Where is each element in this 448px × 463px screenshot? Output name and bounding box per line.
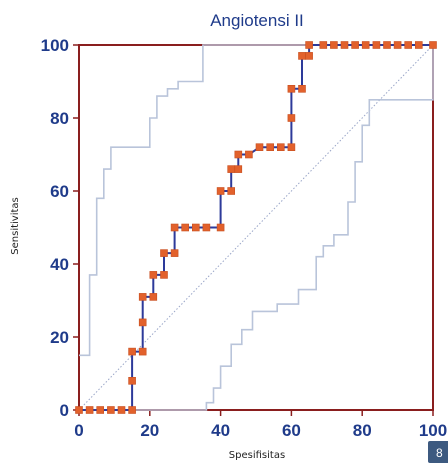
x-tick-label: 40	[211, 421, 230, 440]
roc-point-marker	[192, 223, 200, 232]
diagonal-reference-line	[78, 44, 434, 411]
roc-point-marker	[305, 52, 313, 60]
roc-point-marker	[276, 143, 285, 151]
roc-point-marker	[298, 85, 306, 93]
x-tick-label: 100	[419, 421, 447, 440]
roc-point-marker	[160, 271, 168, 279]
roc-point-marker	[245, 150, 253, 159]
roc-point-marker	[181, 223, 189, 232]
chart-title: Angiotensi II	[210, 11, 304, 30]
roc-point-marker	[330, 41, 338, 49]
x-tick-label: 20	[140, 421, 159, 440]
plot-area: 0 20 40 60 80 100 0 20 40 60 80 100	[41, 36, 448, 440]
roc-point-marker	[216, 187, 225, 195]
y-tick-label: 100	[41, 36, 69, 55]
roc-point-marker	[372, 41, 381, 49]
roc-point-marker	[404, 41, 413, 49]
x-axis-label: Spesifisitas	[229, 450, 285, 461]
roc-point-marker	[128, 347, 136, 356]
x-tick-label: 0	[74, 421, 83, 440]
page-badge-box	[428, 441, 448, 463]
roc-point-marker	[383, 41, 391, 49]
roc-point-marker	[170, 249, 179, 257]
roc-point-marker	[216, 223, 225, 232]
roc-point-marker	[287, 85, 296, 93]
roc-point-marker	[414, 41, 423, 49]
roc-point-marker	[128, 406, 136, 414]
roc-point-marker	[393, 41, 402, 49]
roc-point-marker	[107, 406, 115, 414]
roc-point-marker	[319, 41, 328, 49]
roc-point-marker	[149, 271, 158, 279]
confidence-upper-line	[79, 44, 433, 357]
y-tick-label: 20	[50, 328, 69, 347]
roc-point-marker	[170, 223, 179, 232]
page-badge: 8	[428, 441, 448, 463]
roc-point-marker	[287, 143, 296, 151]
roc-point-marker	[75, 406, 83, 414]
roc-point-marker	[234, 150, 243, 159]
roc-point-marker	[85, 406, 94, 414]
roc-point-marker	[149, 293, 158, 301]
roc-point-marker	[255, 143, 264, 151]
roc-point-marker	[96, 406, 104, 414]
page-badge-number: 8	[436, 446, 443, 460]
roc-point-marker	[128, 376, 136, 385]
confidence-lower-line	[79, 45, 434, 411]
roc-point-marker	[138, 293, 147, 301]
roc-point-marker	[117, 406, 126, 414]
roc-point-marker	[202, 223, 211, 232]
roc-point-marker	[340, 41, 349, 49]
roc-point-marker	[227, 187, 235, 195]
roc-point-marker	[227, 165, 235, 173]
x-tick-label: 60	[282, 421, 301, 440]
y-axis-label: Sensitivitas	[10, 197, 21, 254]
roc-point-marker	[361, 41, 370, 49]
roc-point-marker	[305, 41, 313, 49]
roc-point-marker	[138, 347, 147, 356]
y-tick-label: 40	[50, 255, 69, 274]
roc-point-marker	[287, 114, 296, 122]
y-tick-label: 80	[50, 109, 69, 128]
roc-point-marker	[160, 249, 168, 257]
y-tick-label: 0	[60, 401, 69, 420]
roc-point-marker	[298, 52, 306, 60]
roc-point-marker	[234, 165, 243, 173]
y-tick-label: 60	[50, 182, 69, 201]
x-tick-label: 80	[353, 421, 372, 440]
roc-point-marker	[351, 41, 359, 49]
roc-point-marker	[266, 143, 275, 151]
roc-point-marker	[138, 318, 147, 327]
roc-point-marker	[429, 41, 437, 49]
